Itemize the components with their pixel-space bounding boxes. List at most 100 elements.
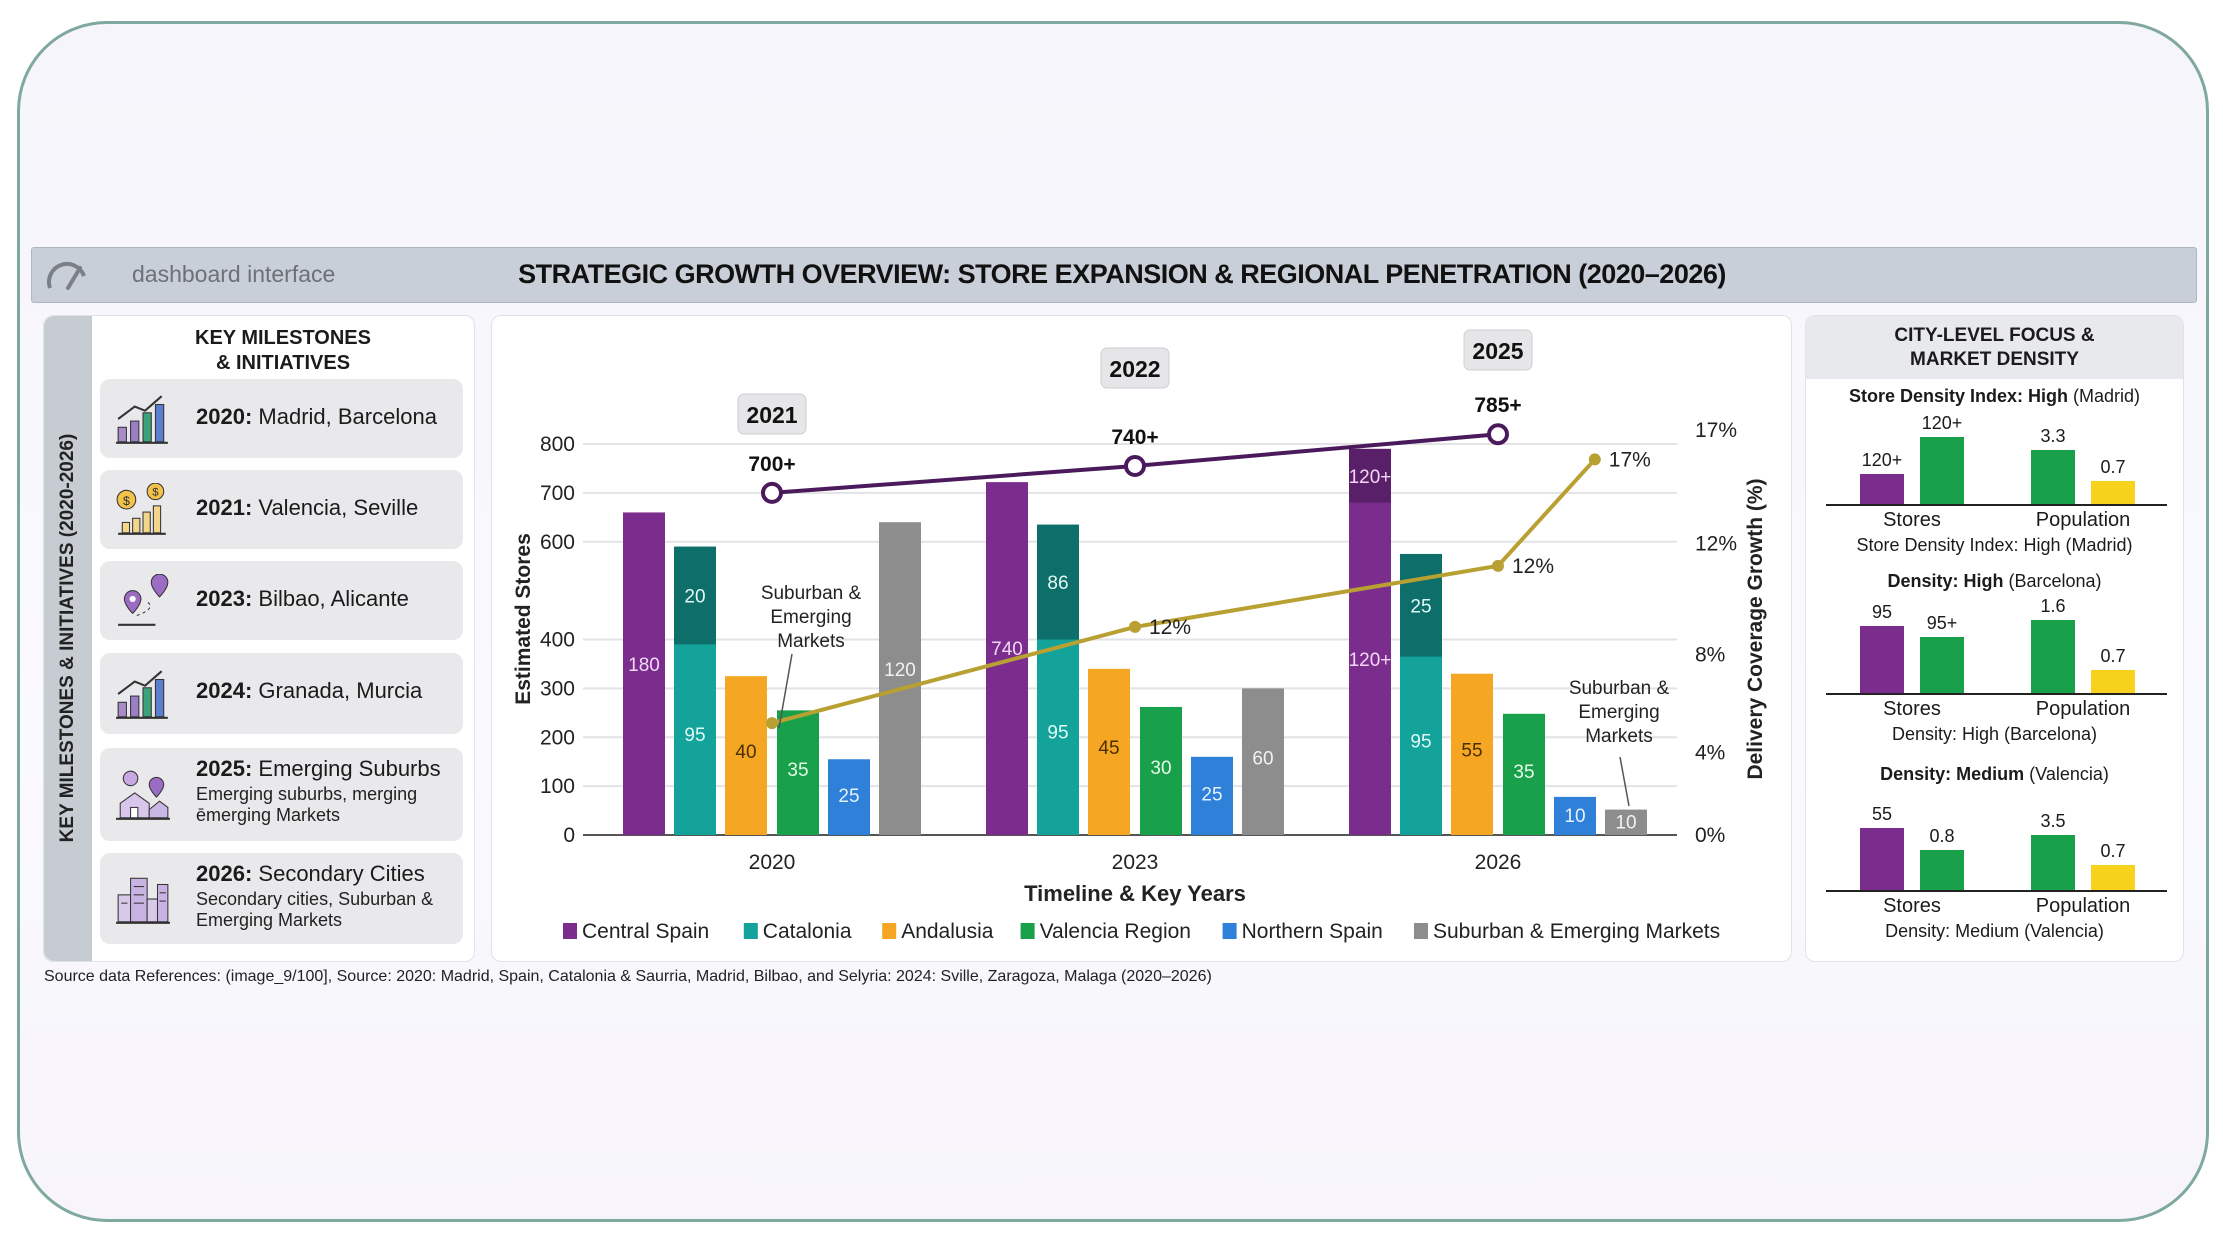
legend-item: Catalonia xyxy=(763,920,852,943)
density-baseline xyxy=(1826,693,2167,695)
app-label: dashboard interface xyxy=(132,261,336,287)
density-bar xyxy=(2091,481,2135,504)
density-chart-caption: Store Density Index: High (Madrid) xyxy=(1856,535,2133,555)
bar-andalusia xyxy=(1451,673,1493,835)
density-bar xyxy=(2031,835,2075,890)
coins-chart-icon: $$ xyxy=(116,482,166,535)
density-city: (Valencia) xyxy=(2029,764,2109,784)
bar-label: 10 xyxy=(1564,806,1585,827)
city-buildings-icon xyxy=(116,877,170,924)
milestone-detail: Emerging suburbs, merging ēmerging Market… xyxy=(196,784,417,826)
population-label: Population xyxy=(2035,698,2131,720)
vertical-label: KEY MILESTONES & INITIATIVES (2020-2026) xyxy=(57,433,78,843)
milestones-panel: KEY MILESTONES & INITIATIVES (2020-2026)… xyxy=(43,315,475,962)
year-callout: 2022 xyxy=(1109,356,1160,382)
annotation-text: Suburban & xyxy=(761,583,862,604)
chart-panel: 0 100 200 300 400 600 700 800 0% 4% 8% 12% 17% Estima… xyxy=(491,315,1792,962)
bar-valencia-region xyxy=(1503,713,1545,835)
bar-label: 25 xyxy=(1201,785,1222,806)
bar-valencia-region xyxy=(777,710,819,835)
density-chart-title: Density: High (Barcelona) xyxy=(1806,571,2183,592)
vertical-label-strip: KEY MILESTONES & INITIATIVES (2020-2026) xyxy=(44,316,92,961)
milestone-heading: 2025: Emerging Suburbs xyxy=(196,756,441,782)
milestone-detail: Secondary cities, Suburban & Emerging Mar… xyxy=(196,889,433,931)
legend-swatch xyxy=(1414,923,1428,939)
bar-upper-label: 20 xyxy=(684,587,705,608)
legend-swatch xyxy=(743,923,758,939)
y-tick-label: 600 xyxy=(540,531,575,554)
milestones-title-line2: & INITIATIVES xyxy=(215,352,351,374)
density-chart-caption: Density: High (Barcelona) xyxy=(1891,724,2098,744)
coverage-label: 12% xyxy=(1149,616,1191,639)
legend-swatch xyxy=(1020,923,1035,939)
milestone-card: $ $2021: Valencia, Seville xyxy=(100,470,463,549)
map-route-icon xyxy=(118,573,169,626)
population-label: Population xyxy=(2035,895,2131,917)
bar-label: 55 xyxy=(1461,741,1482,762)
density-bar xyxy=(2091,670,2135,693)
density-level: Store Density Index: High xyxy=(1848,386,2068,406)
density-bar xyxy=(2091,865,2135,890)
density-bar xyxy=(1920,850,1964,890)
suburb-house-icon xyxy=(116,770,170,820)
milestone-card: 2023: Bilbao, Alicante xyxy=(100,561,463,640)
legend-swatch xyxy=(1222,923,1237,939)
legend-item: Central Spain xyxy=(582,920,709,943)
bar-suburban-emerging-markets xyxy=(879,522,921,835)
milestone-heading: 2024: Granada, Murcia xyxy=(196,678,422,704)
milestone-year: 2021: xyxy=(196,495,253,520)
bar-label: 60 xyxy=(1252,748,1273,769)
density-bar xyxy=(1860,474,1904,504)
density-bar xyxy=(1860,626,1904,693)
milestone-card: 2024: Granada, Murcia xyxy=(100,653,463,734)
bar-suburban-emerging-markets xyxy=(1605,809,1647,835)
density-bar xyxy=(1860,828,1904,890)
x-tick-label: 2020 xyxy=(749,851,796,874)
milestone-detail-line1: Emerging suburbs, merging xyxy=(196,784,418,804)
total-stores-label: 785+ xyxy=(1474,394,1521,417)
legend-item: Suburban & Emerging Markets xyxy=(1433,920,1720,943)
y2-tick-label: 4% xyxy=(1695,741,1725,764)
milestone-cities: Madrid, Barcelona xyxy=(258,404,437,429)
bar-label: 95 xyxy=(684,725,705,746)
milestone-year: 2020: xyxy=(196,404,253,429)
x-tick-label: 2023 xyxy=(1112,851,1159,874)
bar-northern-spain xyxy=(1554,796,1596,835)
city-density-title: CITY-LEVEL FOCUS & MARKET DENSITY xyxy=(1806,316,2183,379)
density-baseline xyxy=(1826,504,2167,506)
coverage-point xyxy=(766,717,778,730)
density-city: (Madrid) xyxy=(2073,386,2141,406)
bar-central-spain xyxy=(623,512,665,835)
bar-label: 25 xyxy=(838,786,859,807)
density-bar-value: 95+ xyxy=(1926,613,1958,633)
milestone-year: 2023: xyxy=(196,586,253,611)
bar-upper-segment xyxy=(1400,553,1442,657)
bar-label: 35 xyxy=(1513,762,1534,783)
y-tick-label: 400 xyxy=(540,629,575,652)
bar-label: 45 xyxy=(1098,738,1119,759)
total-stores-label: 740+ xyxy=(1111,426,1158,449)
bar-upper-label: 25 xyxy=(1410,596,1431,617)
density-level: Density: Medium xyxy=(1880,764,2025,784)
year-callout-box xyxy=(1100,347,1170,389)
bar-suburban-emerging-markets xyxy=(1242,688,1284,835)
milestone-cities: Emerging Suburbs xyxy=(258,756,441,781)
milestone-cities: Bilbao, Alicante xyxy=(258,586,409,611)
y2-tick-label: 17% xyxy=(1695,419,1737,442)
milestone-cities: Secondary Cities xyxy=(258,861,425,886)
density-bar-value: 3.5 xyxy=(2040,811,2066,831)
bar-northern-spain xyxy=(828,759,870,835)
y-tick-label: 300 xyxy=(540,677,575,700)
milestone-cities: Granada, Murcia xyxy=(258,678,423,703)
density-bar-value: 0.7 xyxy=(2100,646,2126,666)
store-expansion-chart: 0 100 200 300 400 600 700 800 0% 4% 8% 12% 17% Estima… xyxy=(512,329,1767,943)
milestones-title-line1: KEY MILESTONES xyxy=(195,327,371,349)
bar-label: 95 xyxy=(1410,731,1431,752)
coverage-growth-line xyxy=(771,458,1597,726)
legend-item: Northern Spain xyxy=(1242,920,1383,943)
density-bar-value: 120+ xyxy=(1921,413,1963,433)
annotation-text: Markets xyxy=(1585,726,1653,747)
stores-label: Stores xyxy=(1883,895,1941,917)
bar-upper-label: 86 xyxy=(1047,573,1068,594)
y2-tick-label: 0% xyxy=(1695,824,1725,847)
